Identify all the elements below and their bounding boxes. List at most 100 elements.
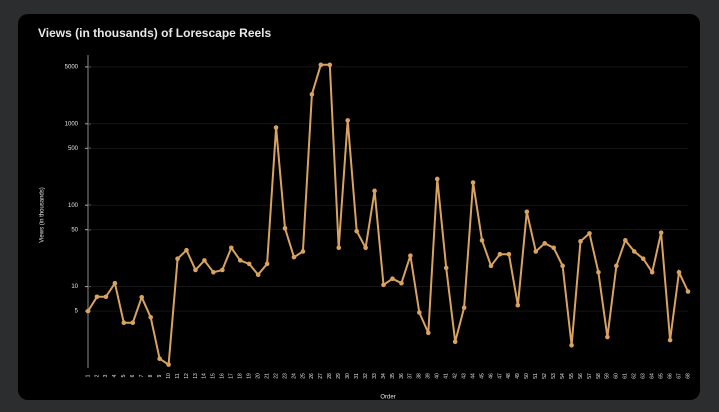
- x-tick-label: 15: [211, 373, 217, 379]
- point: [560, 263, 565, 269]
- x-tick-label: 25: [300, 373, 306, 379]
- point: [94, 294, 100, 300]
- x-tick-label: 38: [417, 373, 423, 379]
- point: [345, 118, 351, 123]
- point: [425, 330, 431, 336]
- x-tick-label: 5: [121, 374, 127, 377]
- x-tick-label: 44: [470, 373, 476, 379]
- x-tick-label: 59: [605, 373, 611, 379]
- x-axis-label: Order: [380, 395, 395, 401]
- x-tick-label: 24: [291, 373, 297, 379]
- x-tick-label: 35: [390, 373, 396, 379]
- point: [578, 239, 583, 244]
- point: [327, 62, 333, 68]
- y-tick-label: 5: [75, 309, 79, 315]
- point: [246, 261, 252, 267]
- point: [390, 276, 395, 282]
- x-tick-label: 34: [381, 373, 387, 379]
- point: [649, 269, 655, 275]
- point: [417, 310, 422, 315]
- point: [255, 272, 261, 278]
- point: [524, 209, 530, 215]
- x-tick-label: 33: [372, 373, 378, 379]
- x-tick-label: 51: [533, 373, 539, 379]
- point: [533, 249, 539, 254]
- point: [237, 258, 243, 263]
- x-tick-label: 46: [488, 373, 494, 379]
- point: [363, 245, 368, 251]
- x-tick-label: 68: [685, 373, 691, 379]
- point: [399, 280, 404, 286]
- x-tick-label: 45: [479, 373, 485, 379]
- x-tick-label: 4: [112, 374, 118, 377]
- x-tick-label: 40: [435, 373, 441, 379]
- x-tick-label: 8: [148, 374, 154, 377]
- point: [685, 289, 691, 294]
- x-tick-label: 64: [650, 373, 656, 379]
- point: [461, 305, 467, 311]
- x-tick-label: 43: [461, 373, 467, 379]
- point: [596, 269, 601, 275]
- x-tick-label: 1: [85, 374, 91, 377]
- point: [264, 261, 270, 267]
- point: [488, 263, 494, 269]
- x-tick-label: 17: [229, 373, 235, 379]
- x-tick-label: 47: [497, 373, 503, 379]
- point: [408, 253, 413, 258]
- x-tick-label: 42: [452, 373, 458, 379]
- point: [551, 245, 556, 251]
- x-tick-label: 13: [193, 373, 199, 379]
- point: [372, 188, 377, 194]
- y-tick-label: 500: [68, 146, 79, 152]
- x-tick-label: 36: [399, 373, 405, 379]
- x-tick-label: 67: [676, 373, 682, 379]
- point: [202, 258, 207, 263]
- x-tick-label: 26: [309, 373, 315, 379]
- x-tick-label: 52: [542, 373, 548, 379]
- x-tick-label: 23: [282, 373, 288, 379]
- point: [184, 247, 189, 253]
- point: [273, 125, 279, 130]
- point: [291, 254, 297, 260]
- point: [309, 92, 315, 97]
- x-tick-label: 49: [515, 373, 521, 379]
- point: [336, 245, 342, 251]
- x-tick-label: 56: [578, 373, 584, 379]
- x-tick-label: 63: [641, 373, 647, 379]
- point: [103, 294, 109, 300]
- point: [354, 228, 359, 234]
- x-tick-label: 41: [444, 373, 450, 379]
- point: [515, 302, 521, 308]
- point: [631, 249, 637, 254]
- x-tick-label: 30: [345, 373, 351, 379]
- y-tick-label: 10: [71, 284, 78, 290]
- point: [112, 280, 118, 286]
- x-tick-label: 31: [354, 373, 360, 379]
- point: [667, 337, 673, 343]
- y-tick-label: 100: [68, 203, 79, 209]
- x-tick-label: 54: [560, 373, 566, 379]
- point: [381, 282, 386, 288]
- point: [228, 245, 234, 251]
- point: [300, 249, 306, 254]
- x-tick-label: 9: [157, 374, 163, 377]
- x-tick-label: 29: [336, 373, 342, 379]
- point: [569, 343, 574, 348]
- x-tick-label: 32: [363, 373, 369, 379]
- point: [211, 269, 216, 275]
- x-tick-label: 6: [130, 374, 136, 377]
- x-tick-label: 22: [273, 373, 279, 379]
- x-tick-label: 20: [255, 373, 261, 379]
- x-tick-label: 55: [569, 373, 575, 379]
- x-tick-label: 37: [408, 373, 414, 379]
- x-tick-label: 12: [184, 373, 190, 379]
- x-tick-label: 60: [614, 373, 620, 379]
- point: [130, 320, 136, 326]
- x-tick-label: 57: [587, 373, 593, 379]
- x-tick-label: 39: [426, 373, 432, 379]
- point: [121, 320, 127, 326]
- x-tick-label: 2: [94, 374, 100, 377]
- x-tick-label: 66: [667, 373, 673, 379]
- x-tick-label: 65: [658, 373, 664, 379]
